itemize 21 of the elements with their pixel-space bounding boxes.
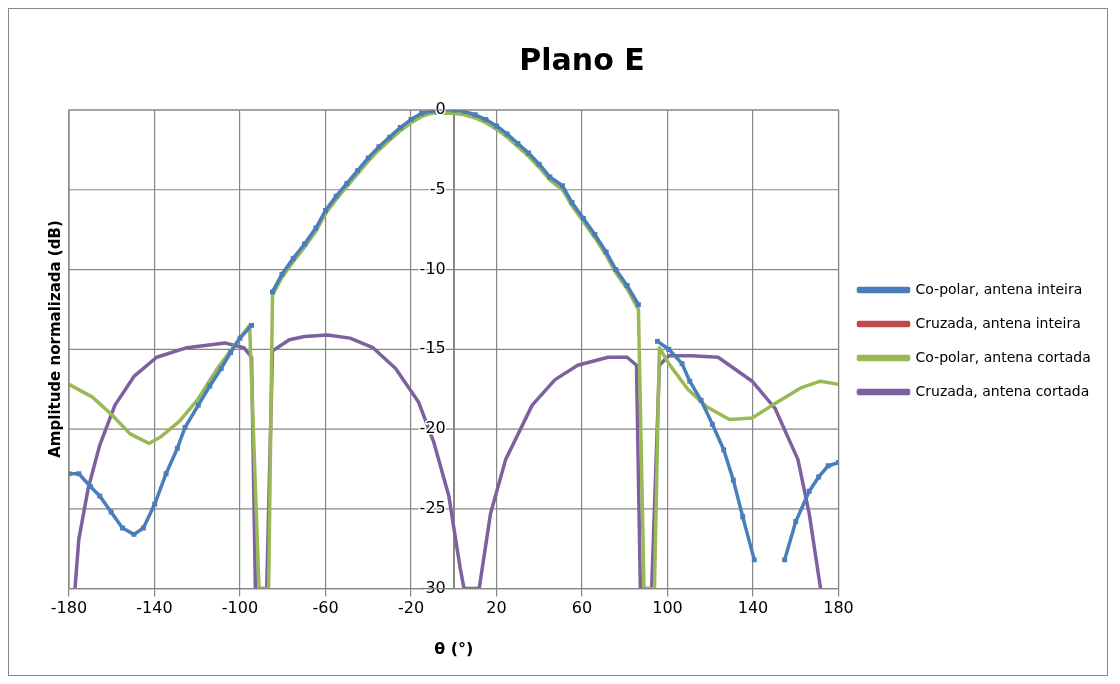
legend-label: Cruzada, antena inteira [915, 314, 1081, 331]
x-axis-title: θ (°) [434, 638, 474, 658]
x-tick-label: -60 [312, 598, 339, 618]
x-tick-label: 100 [652, 598, 683, 618]
x-tick-label: -140 [136, 598, 173, 618]
x-tick-label: -180 [50, 598, 88, 618]
legend-label: Cruzada, antena cortada [915, 382, 1090, 399]
y-tick-label: -5 [429, 178, 446, 198]
legend-label: Co-polar, antena inteira [915, 280, 1083, 297]
x-tick-label: -100 [221, 598, 259, 618]
y-tick-label: -15 [419, 338, 446, 358]
x-tick-label: -20 [397, 598, 425, 618]
x-tick-label: 60 [571, 598, 593, 618]
y-axis-title: Amplitude normalizada (dB) [46, 220, 64, 458]
y-tick-label: -25 [419, 497, 446, 517]
x-tick-label: 180 [823, 598, 854, 618]
y-tick-label: -10 [419, 258, 446, 278]
chart-title: Plano E [519, 41, 645, 77]
x-tick-label: 20 [486, 598, 507, 618]
legend-label: Co-polar, antena cortada [915, 348, 1091, 365]
x-tick-label: 140 [737, 598, 769, 618]
